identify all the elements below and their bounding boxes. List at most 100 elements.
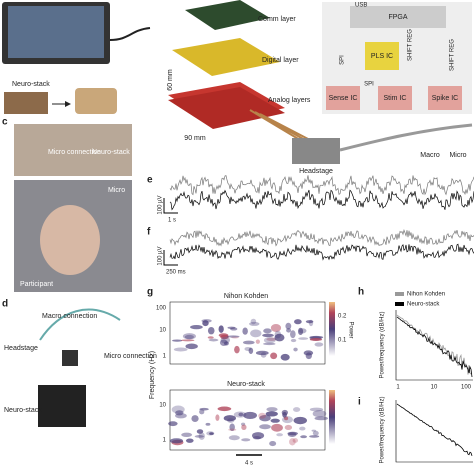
tick-label: 0.1: [338, 338, 347, 344]
decoration: [250, 318, 257, 325]
device-stack-photo: [4, 92, 48, 114]
decoration: [396, 403, 473, 457]
decoration: [227, 326, 236, 330]
axes: [395, 310, 473, 381]
tick-label: 100: [156, 306, 167, 312]
legend-swatch: [395, 292, 404, 296]
dimension: 60 mm: [167, 69, 174, 91]
decoration: [286, 328, 292, 333]
legend-label: Neuro-stack: [407, 302, 440, 308]
sense-box: [326, 86, 360, 110]
decoration: [234, 345, 240, 354]
label: SHIFT REG: [450, 39, 456, 71]
psd-curves: [396, 314, 473, 378]
decoration: [396, 314, 473, 375]
axes: [395, 400, 473, 463]
tick-label: 1: [163, 438, 167, 444]
decoration: [252, 436, 262, 440]
traces: [169, 175, 474, 211]
decoration: [287, 432, 297, 437]
decoration: [241, 422, 246, 426]
label: PLS IC: [371, 53, 393, 60]
decoration: [241, 424, 247, 431]
layer-label: Digital layer: [262, 57, 299, 64]
headstage-photo: [62, 350, 78, 366]
label: Neuro-stack: [12, 81, 50, 88]
label: Participant: [20, 281, 53, 288]
decoration: [241, 438, 251, 442]
label: Micro connection: [48, 149, 101, 156]
decoration: [242, 340, 255, 345]
tick-label: 100: [461, 385, 472, 391]
label: Micro connection: [104, 353, 157, 360]
decoration: [265, 411, 278, 417]
panel-label: f: [147, 227, 151, 238]
tablet-screen: [8, 6, 104, 58]
colorbar: [329, 390, 335, 444]
decoration: [244, 346, 252, 351]
legend-swatch: [395, 302, 404, 306]
decoration: [219, 339, 228, 346]
label: SHIFT REG: [408, 29, 414, 61]
decoration: [169, 175, 474, 196]
decoration: [238, 412, 244, 417]
label: SPI: [340, 55, 346, 65]
decoration: [173, 347, 188, 352]
psd-curves: [396, 403, 473, 457]
decoration: [229, 423, 235, 432]
decoration: [199, 407, 209, 411]
label: Neuro-stack: [92, 149, 130, 156]
panel-label: g: [147, 287, 153, 298]
panel-label: i: [358, 397, 361, 408]
comm-layer: [185, 0, 270, 30]
decoration: [248, 347, 254, 354]
decoration: [226, 335, 240, 338]
decoration: [199, 409, 205, 415]
plot-title: Nihon Kohden: [224, 293, 268, 300]
decoration: [300, 435, 308, 439]
decoration: [276, 433, 283, 437]
label: SPI: [364, 82, 374, 88]
cable: [109, 27, 151, 41]
panel-label: c: [2, 117, 8, 128]
decoration: [194, 435, 205, 438]
decoration: [223, 415, 236, 422]
decoration: [215, 414, 220, 421]
decoration: [262, 333, 274, 338]
decoration: [252, 432, 265, 440]
ribbon: [249, 109, 311, 141]
decoration: [206, 431, 215, 436]
cable: [39, 308, 121, 341]
decoration: [270, 323, 282, 332]
decoration: [298, 327, 304, 336]
decoration: [171, 405, 185, 414]
scale-label: 250 ms: [166, 270, 186, 276]
tick-label: 10: [159, 403, 166, 409]
legend-label: Nihon Kohden: [407, 292, 445, 298]
decoration: [172, 339, 183, 342]
decoration: [293, 347, 298, 352]
decoration: [259, 424, 271, 430]
label: Headstage: [299, 168, 333, 175]
label: Macro connection: [42, 313, 97, 320]
decoration: [290, 338, 297, 343]
decoration: [228, 428, 237, 431]
scale-bar: [163, 250, 178, 266]
decoration: [280, 353, 290, 361]
layer-label: Comm layer: [258, 16, 296, 23]
analog-layer: [168, 87, 285, 129]
tick-label: 10: [159, 328, 166, 334]
decoration: [293, 416, 308, 425]
decoration: [209, 432, 214, 435]
axis-label: Frequency (Hz): [149, 351, 156, 399]
decoration: [312, 410, 327, 418]
decoration: [191, 415, 199, 423]
decoration: [285, 322, 292, 330]
decoration: [190, 325, 203, 330]
decoration: [299, 426, 306, 431]
headstage: [292, 138, 340, 164]
decoration: [292, 407, 301, 412]
digital-layer: [172, 38, 280, 76]
traces: [169, 229, 474, 261]
decoration: [314, 342, 324, 347]
